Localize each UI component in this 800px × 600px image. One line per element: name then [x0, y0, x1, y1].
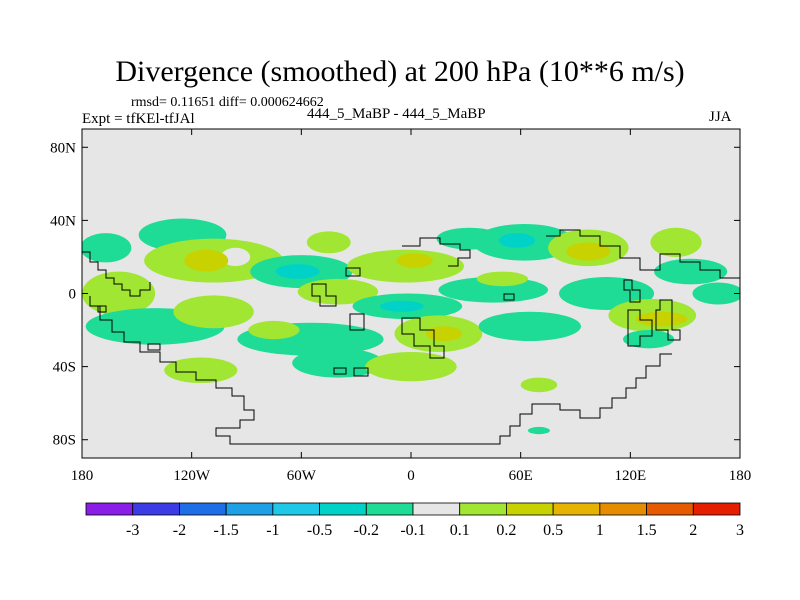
- colorbar-swatch-10: [506, 502, 554, 516]
- colorbar-label: -1: [266, 522, 279, 539]
- colorbar-label: 1: [596, 522, 604, 539]
- coastline-south-america-west: [89, 296, 672, 445]
- colorbar-swatch-6: [319, 502, 367, 516]
- coastline-island-6: [353, 367, 369, 377]
- x-tick-label: 0: [407, 468, 415, 484]
- contour-patch-37: [292, 348, 384, 378]
- coastline-asia: [546, 229, 740, 279]
- colorbar-label: -0.2: [354, 522, 379, 539]
- coastline-island-4: [401, 317, 445, 359]
- contour-patch-30: [692, 282, 740, 305]
- contour-patch-15: [566, 242, 611, 261]
- coastline-africa: [402, 237, 471, 267]
- contour-patch-4: [220, 247, 251, 267]
- x-tick-label: 180: [71, 468, 94, 484]
- coastline-island-9: [97, 305, 107, 313]
- x-tick-label: 60W: [287, 468, 317, 484]
- coastline-australia: [655, 299, 681, 341]
- contour-patch-1: [82, 233, 132, 263]
- contour-fill-layer: [82, 218, 740, 435]
- y-tick-label: 80S: [53, 433, 76, 449]
- colorbar-label: -3: [126, 522, 139, 539]
- coastline-island-1: [311, 283, 337, 307]
- contour-patch-39: [520, 377, 558, 393]
- contour-patch-29: [623, 330, 675, 349]
- season-label: JJA: [709, 109, 732, 125]
- contour-patch-40: [527, 426, 550, 435]
- contour-patch-23: [379, 300, 424, 312]
- coastline-layer: [82, 229, 740, 445]
- chart-title: Divergence (smoothed) at 200 hPa (10**6 …: [115, 55, 685, 88]
- coastline-island-2: [345, 267, 361, 277]
- contour-patch-18: [82, 271, 156, 316]
- colorbar-label: -2: [173, 522, 186, 539]
- contour-patch-16: [650, 227, 702, 257]
- x-tick-label: 180: [729, 468, 752, 484]
- coastline-north-america: [82, 251, 151, 297]
- contour-patch-21: [297, 278, 379, 305]
- contour-patch-32: [248, 320, 300, 340]
- colorbar-swatch-2: [132, 502, 180, 516]
- colorbar-label: -0.1: [400, 522, 425, 539]
- colorbar-swatch-13: [646, 502, 694, 516]
- coastline-island-8: [503, 293, 515, 301]
- contour-patch-35: [478, 311, 581, 342]
- experiment-label: Expt = tfKEl-tfJAl: [82, 111, 195, 127]
- colorbar-swatch-5: [272, 502, 320, 516]
- colorbar-label: 3: [736, 522, 744, 539]
- contour-patch-13: [498, 233, 536, 248]
- y-tick-label: 40S: [53, 360, 76, 376]
- stats-text: rmsd= 0.11651 diff= 0.000624662: [131, 95, 324, 110]
- contour-patch-38: [365, 351, 457, 382]
- contour-patch-20: [173, 295, 254, 329]
- colorbar-label: 0.2: [496, 522, 516, 539]
- colorbar-swatch-14: [692, 502, 741, 516]
- y-tick-label: 0: [69, 287, 77, 303]
- colorbar-swatch-3: [179, 502, 227, 516]
- colorbar-swatch-1: [85, 502, 134, 516]
- contour-patch-10: [396, 253, 433, 268]
- y-tick-label: 40N: [50, 213, 76, 229]
- y-tick-label: 80N: [50, 140, 76, 156]
- coastline-maritime-2: [627, 309, 653, 347]
- colorbar-swatch-8: [412, 502, 461, 516]
- colorbar: -3 -2 -1.5 -1 -0.5 -0.2 -0.1 0.1 0.2 0.5 1 1.5 2 3: [85, 502, 744, 539]
- axes: 180 120W 60W 0 60E 120E 180 80N 40N 0 40S 80S: [50, 129, 751, 484]
- colorbar-label: 0.5: [543, 522, 563, 539]
- contour-patch-36: [164, 357, 238, 384]
- colorbar-label: -0.5: [307, 522, 332, 539]
- contour-patch-28: [635, 311, 687, 327]
- contour-patch-7: [275, 264, 320, 279]
- contour-patch-25: [476, 271, 528, 287]
- contour-patch-8: [306, 231, 351, 254]
- coastline-maritime-1: [623, 279, 641, 303]
- colorbar-label: 0.1: [450, 522, 470, 539]
- colorbar-swatch-11: [552, 502, 601, 516]
- runs-label: 444_5_MaBP - 444_5_MaBP: [307, 106, 486, 122]
- x-tick-label: 60E: [509, 468, 533, 484]
- colorbar-swatch-12: [599, 502, 647, 516]
- x-tick-label: 120E: [614, 468, 646, 484]
- colorbar-swatch-7: [365, 502, 414, 516]
- colorbar-label: -1.5: [213, 522, 238, 539]
- colorbar-swatch-9: [459, 502, 507, 516]
- coastline-island-3: [349, 313, 365, 331]
- coastline-island-5: [333, 367, 347, 375]
- colorbar-label: 2: [689, 522, 697, 539]
- colorbar-label: 1.5: [637, 522, 657, 539]
- x-tick-label: 120W: [173, 468, 211, 484]
- contour-patch-17: [654, 258, 728, 285]
- colorbar-swatch-4: [225, 502, 274, 516]
- contour-patch-34: [425, 326, 463, 342]
- coastline-island-7: [147, 343, 161, 351]
- contour-patch-5: [184, 249, 229, 272]
